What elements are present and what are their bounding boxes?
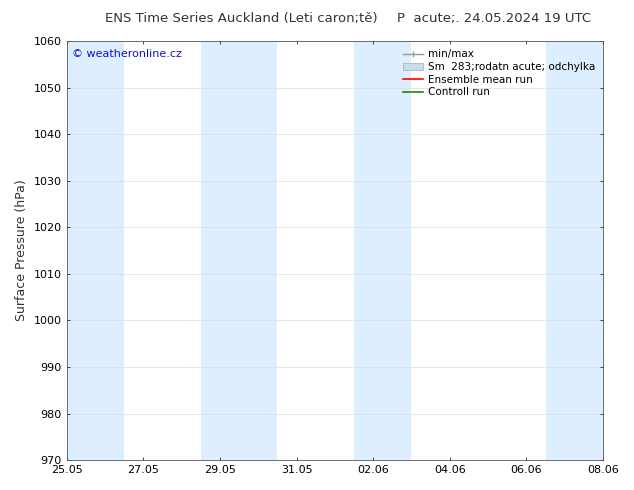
Bar: [67, 41, 124, 460]
Text: P  acute;. 24.05.2024 19 UTC: P acute;. 24.05.2024 19 UTC: [398, 12, 592, 25]
Y-axis label: Surface Pressure (hPa): Surface Pressure (hPa): [15, 180, 28, 321]
Bar: [546, 41, 603, 460]
Legend: min/max, Sm  283;rodatn acute; odchylka, Ensemble mean run, Controll run: min/max, Sm 283;rodatn acute; odchylka, …: [399, 46, 598, 100]
Bar: [354, 41, 411, 460]
Text: © weatheronline.cz: © weatheronline.cz: [72, 49, 182, 59]
Bar: [201, 41, 277, 460]
Text: ENS Time Series Auckland (Leti caron;tě): ENS Time Series Auckland (Leti caron;tě): [105, 12, 377, 25]
